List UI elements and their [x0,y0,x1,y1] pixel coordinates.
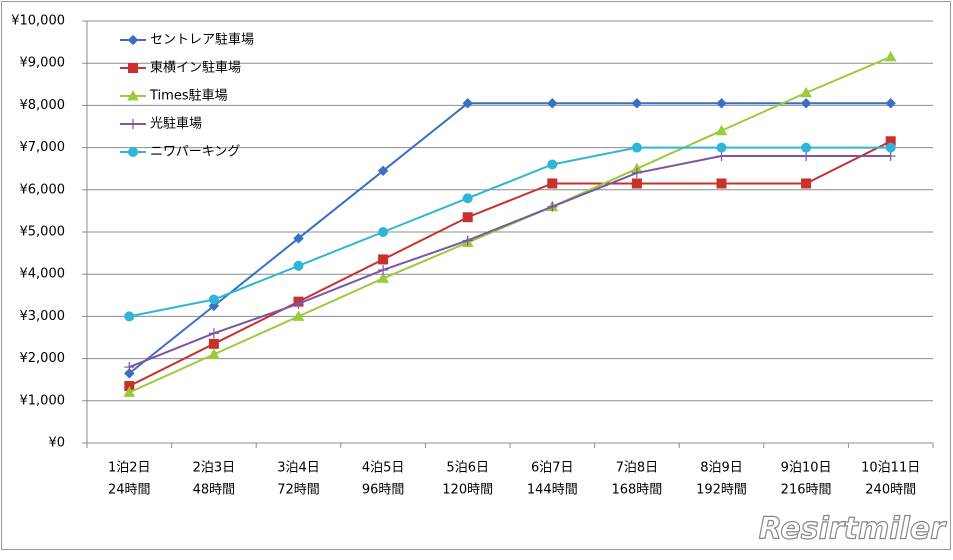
y-tick-label: ¥9,000 [20,56,66,71]
x-tick-label: 6泊7日 [531,461,574,476]
marker [631,142,642,153]
marker [716,98,727,109]
marker [631,167,642,178]
x-tick-label: 72時間 [277,483,320,498]
x-tick-label: 168時間 [611,483,662,498]
series-line [128,140,892,387]
legend-label: 東横イン駐車場 [150,60,241,76]
x-tick-label: 240時間 [865,483,916,498]
legend-label: ニワパーキング [150,145,240,160]
legend-label: セントレア駐車場 [150,33,254,48]
y-tick-label: ¥7,000 [20,140,66,155]
marker [462,193,473,204]
x-tick-label: 10泊11日 [861,461,920,476]
marker [801,151,812,162]
x-tick-label: 24時間 [108,483,151,498]
x-tick-label: 144時間 [527,483,578,498]
legend-label: Times駐車場 [149,89,228,104]
marker [123,386,136,397]
x-tick-label: 5泊6日 [446,461,489,476]
marker [631,98,643,109]
marker [293,298,304,309]
marker [124,362,135,373]
marker [547,201,558,212]
watermark: Resirtmiler [759,512,947,547]
marker [715,124,728,136]
marker [127,34,139,46]
marker [547,178,558,189]
marker [128,119,138,129]
marker [885,151,896,162]
y-tick-label: ¥8,000 [20,98,66,113]
y-tick-label: ¥1,000 [20,393,66,408]
marker [547,159,558,170]
x-tick-label: 120時間 [442,483,493,498]
marker [377,272,389,283]
x-tick-label: 7泊8日 [616,461,659,476]
marker [124,368,135,379]
marker [462,235,473,246]
marker [885,98,896,109]
x-tick-label: 1泊2日 [108,461,151,476]
marker [377,165,389,177]
marker [292,310,305,321]
marker [208,328,219,339]
x-tick-label: 216時間 [781,483,832,498]
marker [378,227,389,237]
series-line [128,102,891,375]
marker [293,233,304,244]
x-tick-label: 3泊4日 [277,461,320,476]
marker [631,178,642,189]
marker [800,98,812,109]
x-tick-label: 192時間 [696,483,747,498]
y-tick-label: ¥3,000 [20,309,66,324]
series-line [129,146,891,318]
marker [293,260,304,271]
y-tick-label: ¥5,000 [20,225,66,240]
marker [208,348,220,359]
marker [801,142,812,153]
marker [208,338,219,349]
marker [208,294,219,305]
marker [800,86,812,98]
x-tick-label: 9泊10日 [781,461,832,476]
chart-border [1,1,951,550]
marker [801,178,812,189]
marker [884,50,897,62]
y-tick-label: ¥10,000 [11,14,65,29]
marker [716,178,727,189]
marker [716,151,727,162]
x-tick-label: 96時間 [362,483,405,498]
x-tick-label: 8泊9日 [700,461,743,476]
marker [547,98,558,109]
marker [716,142,727,153]
marker [128,63,138,73]
series-line [128,155,891,368]
legend-label: 光駐車場 [150,117,202,132]
marker [378,264,389,275]
y-tick-label: ¥4,000 [20,267,66,282]
x-tick-label: 48時間 [193,483,236,498]
x-tick-label: 4泊5日 [362,461,405,476]
y-tick-label: ¥0 [48,436,65,451]
y-tick-label: ¥6,000 [20,182,66,197]
x-tick-label: 2泊3日 [193,461,236,476]
marker [462,98,473,109]
marker [378,254,389,265]
marker [462,212,473,223]
marker [885,142,896,153]
marker [127,89,139,101]
marker [124,311,135,322]
marker [128,147,138,157]
y-tick-label: ¥2,000 [20,351,66,366]
